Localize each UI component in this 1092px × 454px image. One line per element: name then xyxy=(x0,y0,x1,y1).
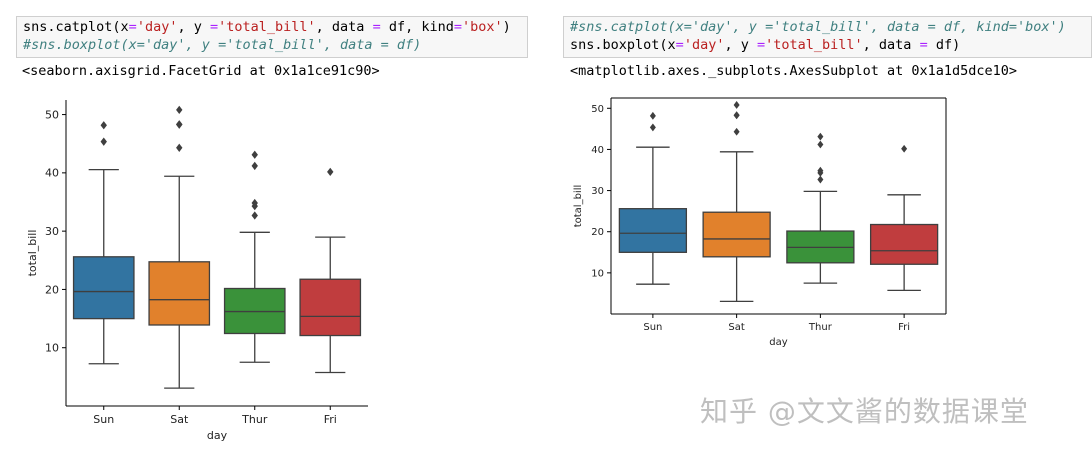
iqr-box xyxy=(702,211,771,258)
x-tick-label: Thur xyxy=(241,413,268,426)
x-tick-label: Sun xyxy=(643,322,662,333)
code-token: = xyxy=(128,19,137,35)
outlier-point xyxy=(817,175,824,184)
outlier-point xyxy=(251,161,258,171)
outlier-point xyxy=(733,127,740,136)
outlier-point xyxy=(733,101,740,109)
outlier-point xyxy=(176,105,183,115)
x-axis-label: day xyxy=(207,429,228,442)
outlier-point xyxy=(817,132,824,141)
code-token: 'box' xyxy=(462,19,503,35)
box-group-thur xyxy=(223,150,286,363)
box-group-fri xyxy=(869,144,939,291)
x-tick-label: Sun xyxy=(93,413,114,426)
x-tick-label: Thur xyxy=(808,322,833,333)
y-tick-label: 10 xyxy=(591,268,604,279)
outlier-point xyxy=(100,121,107,130)
code-comment: #sns.catplot(x='day', y ='total_bill', d… xyxy=(570,19,1066,35)
code-token: sns.boxplot(x xyxy=(570,37,676,53)
code-token: = xyxy=(372,19,381,35)
outlier-point xyxy=(327,167,334,177)
code-cell-right[interactable]: #sns.catplot(x='day', y ='total_bill', d… xyxy=(563,16,1092,58)
code-token: df) xyxy=(927,37,961,53)
code-token: , y xyxy=(177,19,210,35)
code-token: 'total_bill' xyxy=(218,19,316,35)
y-tick-label: 50 xyxy=(45,108,59,121)
y-tick-label: 20 xyxy=(45,283,59,296)
y-tick-label: 30 xyxy=(591,186,604,197)
cell-output-left: <seaborn.axisgrid.FacetGrid at 0x1a1ce91… xyxy=(22,63,380,79)
y-tick-label: 30 xyxy=(45,225,59,238)
box-group-fri xyxy=(299,167,362,374)
outlier-point xyxy=(251,150,258,159)
code-line: sns.boxplot(x='day', y ='total_bill', da… xyxy=(570,36,1085,54)
code-line: sns.catplot(x='day', y ='total_bill', da… xyxy=(23,18,521,36)
outlier-point xyxy=(817,166,824,175)
y-tick-label: 50 xyxy=(591,104,604,115)
x-axis-label: day xyxy=(769,337,787,348)
box-group-sat xyxy=(148,105,211,389)
iqr-box xyxy=(618,208,688,253)
outlier-point xyxy=(733,111,740,120)
code-token: 'total_bill' xyxy=(765,37,863,53)
y-tick-label: 20 xyxy=(591,227,604,238)
y-tick-label: 10 xyxy=(45,342,59,355)
cell-output-right: <matplotlib.axes._subplots.AxesSubplot a… xyxy=(570,63,1018,79)
outlier-point xyxy=(649,111,656,120)
box-group-sun xyxy=(618,111,688,285)
box-group-sun xyxy=(72,121,135,365)
outlier-point xyxy=(251,198,258,208)
code-token: 'day' xyxy=(683,37,725,53)
outlier-point xyxy=(176,120,183,129)
code-token: = xyxy=(453,19,462,35)
code-token: , data xyxy=(862,37,920,53)
x-tick-label: Sat xyxy=(728,322,744,333)
outlier-point xyxy=(817,140,824,149)
y-axis-label: total_bill xyxy=(573,185,584,228)
y-tick-label: 40 xyxy=(591,145,604,156)
code-token: 'day' xyxy=(136,19,178,35)
code-token: df, kind xyxy=(380,19,454,35)
code-comment: #sns.boxplot(x='day', y ='total_bill', d… xyxy=(23,37,422,53)
box-group-thur xyxy=(786,132,855,284)
watermark-text: 知乎 @文文酱的数据课堂 xyxy=(700,395,1029,428)
x-tick-label: Sat xyxy=(170,413,189,426)
code-token: ) xyxy=(502,19,511,35)
code-token: , y xyxy=(724,37,757,53)
catplot-box-chart: 10 20 30 40 50 Sun Sat Thur Fri day total_bill xyxy=(26,100,368,442)
iqr-box xyxy=(299,278,362,337)
iqr-box xyxy=(72,256,135,320)
code-token: = xyxy=(756,37,766,53)
x-tick-label: Fri xyxy=(898,322,910,333)
boxplot-box-chart: 10 20 30 40 50 Sun Sat Thur Fri day total_bill xyxy=(573,97,947,348)
outlier-point xyxy=(901,144,908,153)
outlier-point xyxy=(251,211,258,220)
y-tick-label: 40 xyxy=(45,167,59,180)
x-tick-label: Fri xyxy=(324,413,337,426)
box-group-sat xyxy=(702,101,771,303)
iqr-box xyxy=(869,223,939,265)
outlier-point xyxy=(100,137,107,146)
code-line: #sns.boxplot(x='day', y ='total_bill', d… xyxy=(23,36,521,54)
code-line: #sns.catplot(x='day', y ='total_bill', d… xyxy=(570,18,1085,36)
iqr-box xyxy=(148,261,211,326)
code-token: = xyxy=(209,19,219,35)
outlier-point xyxy=(649,123,656,132)
code-token: , data xyxy=(315,19,373,35)
code-token: sns.catplot(x xyxy=(23,19,129,35)
y-axis-label: total_bill xyxy=(26,230,39,277)
outlier-point xyxy=(176,143,183,152)
code-cell-left[interactable]: sns.catplot(x='day', y ='total_bill', da… xyxy=(16,16,528,58)
code-token: = xyxy=(919,37,928,53)
code-token: = xyxy=(675,37,684,53)
